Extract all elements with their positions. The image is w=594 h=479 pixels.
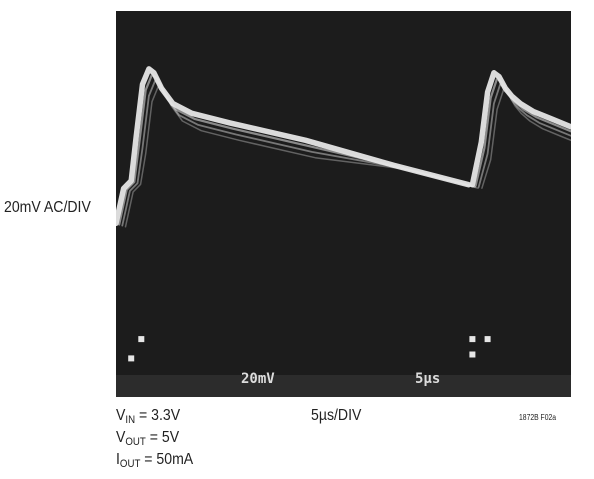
scope-background <box>116 11 571 397</box>
condition-vout: VOUT = 5V <box>116 429 180 448</box>
trace-segment-b-3 <box>481 89 571 189</box>
condition-iout: IOUT = 50mA <box>116 451 194 470</box>
x-axis-label: 5µs/DIV <box>311 407 362 424</box>
trace-segment-a-2 <box>121 79 476 227</box>
trace-marker-4 <box>469 351 476 358</box>
figure-id: 1872B F02a <box>519 413 557 422</box>
trace-segment-b-2 <box>477 83 571 188</box>
screen-readout-0: 20mV <box>241 371 275 387</box>
condition-vin: VIN = 3.3V <box>116 407 181 426</box>
trace-marker-0 <box>128 355 135 362</box>
trace-segment-a-3 <box>124 85 479 228</box>
y-axis-label: 20mV AC/DIV <box>4 199 91 216</box>
screen-readout-1: 5µs <box>415 371 440 387</box>
trace-marker-2 <box>469 336 476 343</box>
scope-bottom-glow <box>116 375 571 397</box>
screen-readouts: 20mV 5µs <box>241 371 440 387</box>
trace-marker-1 <box>138 336 145 343</box>
oscilloscope-screen: 20mV 5µs <box>116 11 571 397</box>
waveform-trace <box>116 66 571 362</box>
trace-marker-3 <box>484 336 491 343</box>
trace-segment-a-1 <box>118 73 473 226</box>
trace-segment-b-1 <box>474 77 571 187</box>
